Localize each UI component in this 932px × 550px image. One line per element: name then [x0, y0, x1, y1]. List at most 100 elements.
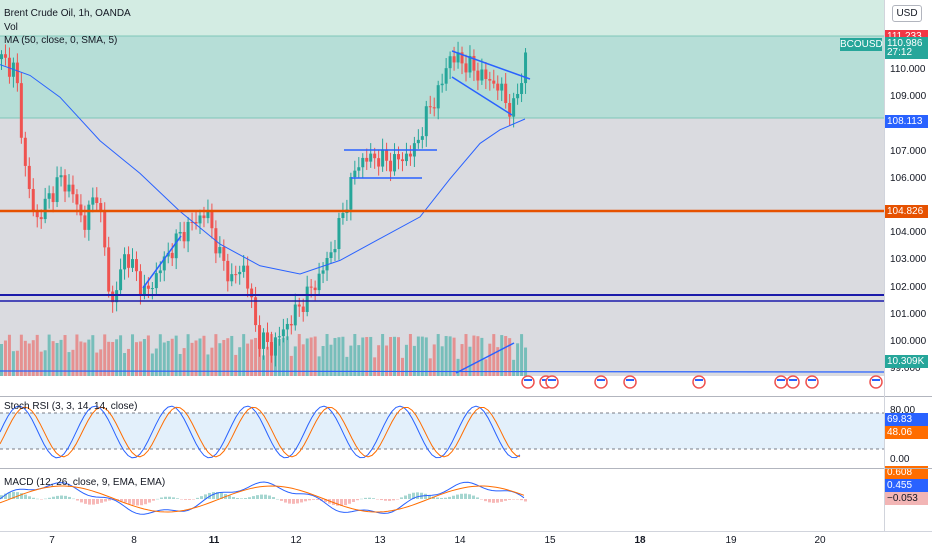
volume-bar [55, 342, 59, 376]
price-pane[interactable] [0, 0, 932, 396]
macd-hist-bar [476, 497, 479, 499]
volume-bar [91, 335, 95, 376]
candle-body [480, 69, 484, 81]
macd-hist-bar [168, 496, 171, 499]
candle-body [83, 215, 87, 230]
macd-hist-bar [48, 497, 51, 499]
macd-pane[interactable] [0, 469, 884, 531]
symbol-title[interactable]: Brent Crude Oil, 1h, OANDA [4, 8, 131, 19]
candle-body [55, 177, 59, 203]
event-flag-stripe [777, 379, 785, 381]
macd-hist-bar [108, 499, 111, 501]
pane-separator[interactable] [0, 396, 932, 397]
candle-body [107, 247, 111, 292]
candle-body [468, 55, 472, 73]
volume-bar [520, 334, 524, 376]
volume-bar [353, 334, 357, 376]
zone-grey [0, 118, 884, 376]
macd-hist-bar [496, 499, 499, 503]
macd-hist-bar [360, 498, 363, 500]
candle-body [63, 175, 67, 192]
event-flag-icon[interactable] [869, 375, 883, 389]
candle-body [210, 210, 214, 229]
event-flag-icon[interactable] [623, 375, 637, 389]
wedge-top[interactable] [451, 50, 531, 80]
volume-bar [79, 341, 83, 376]
macd-hist-bar [172, 497, 175, 499]
macd-hist-bar [308, 499, 311, 501]
flag-pole-1[interactable] [142, 235, 182, 289]
macd-hist-bar [12, 491, 15, 499]
volume-bar [158, 334, 162, 376]
event-flag-stripe [626, 379, 634, 381]
volume-label[interactable]: Vol [4, 22, 18, 33]
candle-body [222, 247, 226, 261]
candle-body [150, 288, 154, 290]
macd-hist-bar [444, 497, 447, 499]
time-label: 12 [290, 535, 302, 546]
candle-body [484, 69, 488, 80]
volume-bar [420, 336, 424, 376]
candle-body [265, 332, 269, 343]
time-label: 7 [49, 535, 55, 546]
macd-legend[interactable]: MACD (12, 26, close, 9, EMA, EMA) [4, 477, 166, 488]
volume-bar [123, 353, 127, 376]
ma-line [0, 64, 526, 275]
macd-hist-bar [200, 496, 203, 499]
volume-bar [63, 335, 67, 376]
volume-bar [424, 337, 428, 376]
volume-bar [333, 337, 337, 376]
macd-hist-bar [76, 499, 79, 501]
volume-bar [321, 346, 325, 376]
candle-body [115, 290, 119, 303]
candle-body [218, 247, 222, 254]
pane-separator[interactable] [0, 468, 932, 469]
stoch-rsi-pane[interactable] [0, 397, 884, 467]
price-tick: 102.000 [890, 281, 927, 293]
macd-hist-bar [352, 499, 355, 503]
volume-bar [345, 356, 349, 376]
macd-hist-bar [524, 499, 527, 502]
wedge-bottom[interactable] [451, 76, 513, 116]
volume-bar [464, 334, 468, 376]
event-flag-icon[interactable] [774, 375, 788, 389]
volume-baseline[interactable] [0, 370, 885, 373]
macd-hist-bar [24, 494, 27, 499]
candle-body [142, 285, 146, 295]
volume-bar [400, 357, 404, 376]
event-flag-icon[interactable] [786, 375, 800, 389]
candle-body [285, 323, 289, 330]
ma-legend[interactable]: MA (50, close, 0, SMA, 5) [4, 35, 118, 46]
candle-body [250, 288, 254, 298]
time-axis[interactable]: 7 8 11 12 13 14 15 18 19 20 [0, 531, 932, 550]
candle-body [369, 153, 373, 162]
currency-button[interactable]: USD [892, 5, 922, 22]
volume-bar [31, 340, 35, 376]
candle-body [432, 107, 436, 109]
candle-body [500, 83, 504, 91]
price-tag-resistance: 104.826 [884, 204, 928, 218]
macd-hist-bar [92, 499, 95, 505]
volume-bar [47, 334, 51, 376]
event-flag-icon[interactable] [805, 375, 819, 389]
volume-bar [369, 336, 373, 376]
candle-body [289, 323, 293, 326]
volume-bar [416, 336, 420, 376]
volume-bar [385, 345, 389, 376]
macd-hist-bar [356, 499, 359, 501]
macd-hist-bar [144, 499, 147, 505]
volume-bar [27, 343, 31, 376]
event-flag-icon[interactable] [521, 375, 535, 389]
volume-bar [210, 347, 214, 376]
volume-bar [472, 335, 476, 376]
volume-trendline[interactable] [455, 342, 515, 374]
event-flag-icon[interactable] [545, 375, 559, 389]
event-flag-icon[interactable] [692, 375, 706, 389]
volume-bar [19, 334, 23, 376]
volume-bar [127, 348, 131, 376]
stoch-d-line [0, 406, 521, 458]
volume-bar [83, 342, 87, 376]
volume-bar [317, 356, 321, 376]
event-flag-icon[interactable] [594, 375, 608, 389]
stoch-legend[interactable]: Stoch RSI (3, 3, 14, 14, close) [4, 401, 138, 412]
